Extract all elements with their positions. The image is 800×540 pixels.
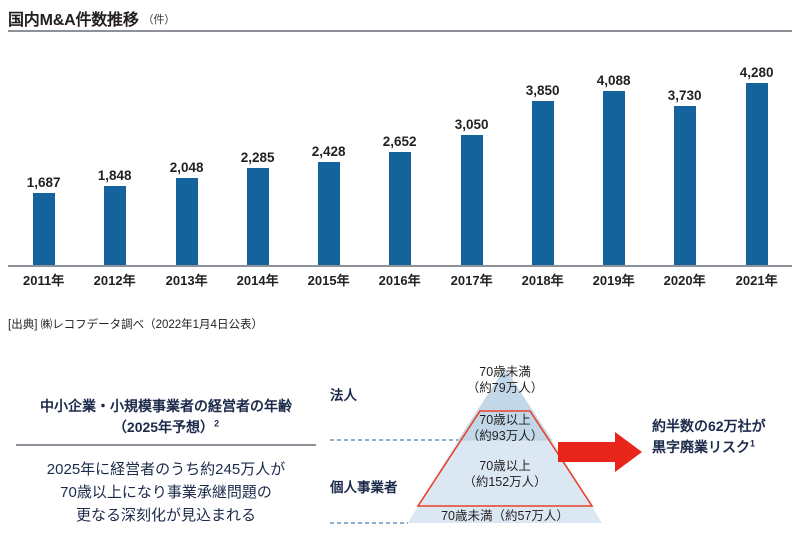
pyramid-band-1: 70歳未満 （約79万人） bbox=[445, 364, 565, 396]
chart-bar-value-label: 4,088 bbox=[596, 73, 631, 88]
chart-bar-2012年[interactable]: 1,848 bbox=[79, 168, 150, 265]
chart-bar-rect[interactable] bbox=[175, 178, 198, 265]
owner-age-body-line3: 更なる深刻化が見込まれる bbox=[75, 507, 256, 524]
pyramid-band-2-line2: （約93万人） bbox=[466, 429, 544, 443]
chart-bar-rect[interactable] bbox=[317, 162, 340, 265]
chart-bar-rect[interactable] bbox=[32, 193, 55, 265]
chart-x-tick-2014年: 2014年 bbox=[236, 273, 279, 288]
owner-age-heading-footnote: 2 bbox=[214, 418, 220, 429]
chart-bar-value-label: 2,652 bbox=[382, 134, 417, 149]
chart-bar-2015年[interactable]: 2,428 bbox=[293, 144, 364, 265]
chart-bar-value-label: 3,730 bbox=[667, 88, 702, 103]
pyramid-band-3-line2: （約152万人） bbox=[463, 475, 547, 489]
chart-bar-value-label: 1,848 bbox=[97, 168, 132, 183]
chart-x-tick-2020年: 2020年 bbox=[663, 273, 706, 288]
owner-age-body-line2: 70歳以上になり事業承継問題の bbox=[60, 484, 272, 501]
chart-x-tick-2018年: 2018年 bbox=[521, 273, 564, 288]
chart-bar-2020年[interactable]: 3,730 bbox=[649, 88, 720, 265]
pyramid-upper-fill bbox=[458, 368, 552, 440]
owner-age-body-line1: 2025年に経営者のうち約245万人が bbox=[46, 461, 286, 478]
pyramid-band-1-line1: 70歳未満 bbox=[479, 365, 531, 379]
owner-age-heading-line1: 中小企業・小規模事業者の経営者の年齢 bbox=[40, 398, 292, 414]
chart-plot-area: 1,687 1,848 2,048 2,285 2,428 2,652 3,050 3,850… bbox=[8, 44, 792, 289]
pyramid-side-label-sole-proprietor: 個人事業者 bbox=[330, 480, 398, 495]
chart-bar-value-label: 1,687 bbox=[26, 175, 61, 190]
chart-header: 国内M&A件数推移 （件） bbox=[0, 0, 800, 34]
chart-bar-rect[interactable] bbox=[460, 135, 483, 265]
pyramid-band-2-line1: 70歳以上 bbox=[479, 413, 531, 427]
ma-deal-count-bar-chart: 1,687 1,848 2,048 2,285 2,428 2,652 3,050 3,850… bbox=[8, 44, 792, 309]
chart-x-tick-2015年: 2015年 bbox=[307, 273, 350, 288]
chart-bar-2017年[interactable]: 3,050 bbox=[436, 117, 507, 265]
chart-bar-2018年[interactable]: 3,850 bbox=[507, 83, 578, 265]
chart-bar-value-label: 2,048 bbox=[169, 160, 204, 175]
chart-x-tick-2011年: 2011年 bbox=[23, 273, 65, 288]
pyramid-band-1-line2: （約79万人） bbox=[466, 381, 544, 395]
owner-age-panel-body: 2025年に経営者のうち約245万人が 70歳以上になり事業承継問題の 更なる深… bbox=[8, 458, 324, 527]
chart-bar-2011年[interactable]: 1,687 bbox=[8, 175, 79, 265]
risk-callout-line2: 黒字廃業リスク bbox=[652, 439, 750, 455]
chart-bar-rect[interactable] bbox=[388, 152, 411, 265]
pyramid-side-label-corporate: 法人 bbox=[330, 388, 357, 403]
page-title-unit: （件） bbox=[142, 14, 176, 26]
chart-bar-value-label: 2,285 bbox=[240, 150, 275, 165]
chart-bar-2021年[interactable]: 4,280 bbox=[721, 65, 792, 265]
page-title: 国内M&A件数推移 （件） bbox=[8, 6, 175, 30]
chart-x-tick-2013年: 2013年 bbox=[165, 273, 208, 288]
right-arrow-icon bbox=[558, 432, 642, 472]
pyramid-band-3: 70歳以上 （約152万人） bbox=[442, 458, 568, 490]
pyramid-band-4: 70歳未満（約57万人） bbox=[415, 508, 595, 524]
owner-age-panel-heading: 中小企業・小規模事業者の経営者の年齢 （2025年予想）2 bbox=[8, 396, 324, 438]
chart-bar-rect[interactable] bbox=[103, 186, 126, 265]
chart-bar-2014年[interactable]: 2,285 bbox=[222, 150, 293, 265]
risk-callout: 約半数の62万社が 黒字廃業リスク1 bbox=[652, 416, 766, 458]
owner-age-panel-divider bbox=[16, 444, 316, 446]
chart-bar-2016年[interactable]: 2,652 bbox=[364, 134, 435, 265]
chart-bar-rect[interactable] bbox=[673, 106, 696, 265]
pyramid-band-2: 70歳以上 （約93万人） bbox=[445, 412, 565, 444]
chart-x-tick-2016年: 2016年 bbox=[378, 273, 421, 288]
chart-x-tick-2017年: 2017年 bbox=[450, 273, 493, 288]
owner-age-panel: 中小企業・小規模事業者の経営者の年齢 （2025年予想）2 2025年に経営者の… bbox=[8, 396, 324, 527]
pyramid-apex-fill bbox=[490, 368, 520, 391]
chart-bar-rect[interactable] bbox=[531, 101, 554, 265]
pyramid-base-fill bbox=[408, 440, 602, 523]
pyramid-band-4-line1: 70歳未満（約57万人） bbox=[441, 509, 569, 523]
chart-bar-value-label: 3,050 bbox=[454, 117, 489, 132]
chart-bar-rect[interactable] bbox=[745, 83, 768, 265]
pyramid-70plus-outline bbox=[416, 410, 594, 507]
chart-bar-value-label: 3,850 bbox=[525, 83, 560, 98]
header-divider bbox=[8, 30, 792, 32]
risk-callout-line1: 約半数の62万社が bbox=[652, 418, 766, 434]
chart-bar-value-label: 2,428 bbox=[311, 144, 346, 159]
chart-x-tick-2012年: 2012年 bbox=[93, 273, 136, 288]
chart-bar-rect[interactable] bbox=[246, 168, 269, 265]
chart-x-tick-2019年: 2019年 bbox=[592, 273, 635, 288]
chart-x-axis bbox=[8, 265, 792, 267]
owner-age-pyramid-diagram: 法人 個人事業者 70歳未満 （約79万人） 70歳以上 （約93万人） 70歳… bbox=[330, 364, 800, 540]
chart-bar-2019年[interactable]: 4,088 bbox=[578, 73, 649, 265]
risk-callout-footnote: 1 bbox=[750, 438, 756, 449]
chart-bar-value-label: 4,280 bbox=[739, 65, 774, 80]
pyramid-graphic bbox=[330, 368, 642, 524]
chart-bar-rect[interactable] bbox=[602, 91, 625, 265]
owner-age-heading-line2: （2025年予想） bbox=[112, 419, 215, 435]
chart-bar-2013年[interactable]: 2,048 bbox=[151, 160, 222, 265]
chart-x-tick-2021年: 2021年 bbox=[735, 273, 778, 288]
pyramid-band-3-line1: 70歳以上 bbox=[479, 459, 531, 473]
page-title-text: 国内M&A件数推移 bbox=[8, 12, 139, 29]
chart-source-note: [出典] ㈱レコフデータ調べ（2022年1月4日公表） bbox=[8, 319, 263, 331]
